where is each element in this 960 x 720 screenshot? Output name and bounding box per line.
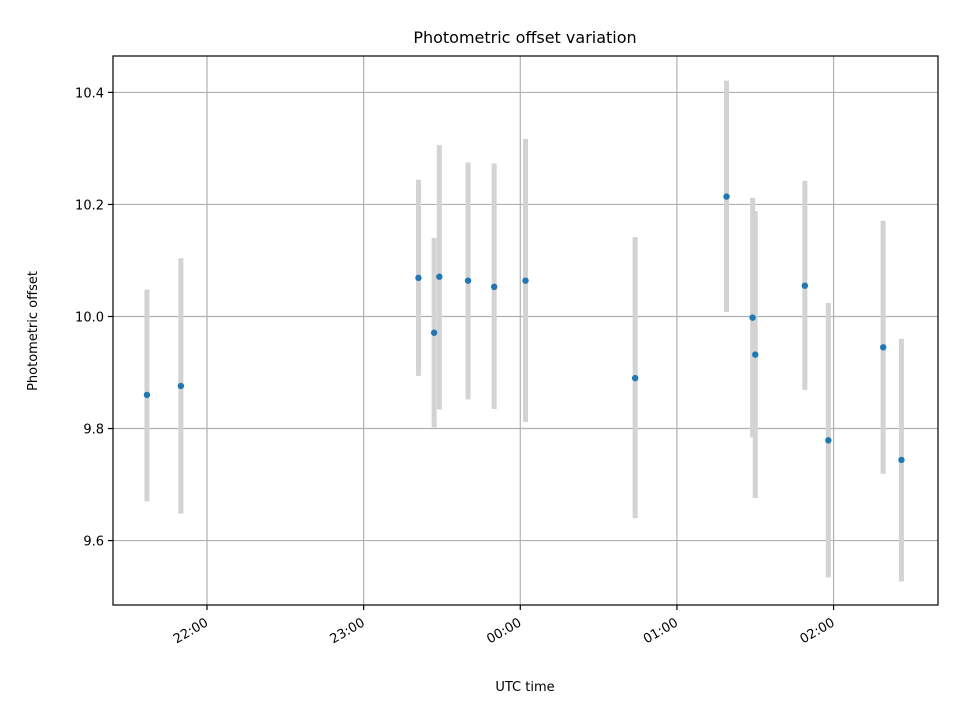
y-tick-label: 9.8	[83, 423, 104, 438]
y-tick-label: 9.6	[83, 535, 104, 550]
data-points	[143, 193, 905, 464]
data-point	[177, 382, 185, 390]
y-tick-label: 10.0	[75, 310, 104, 325]
data-point	[898, 456, 905, 464]
x-axis-label: UTC time	[495, 680, 554, 695]
x-tick-label: 01:00	[641, 615, 681, 647]
y-axis-label: Photometric offset	[26, 271, 41, 391]
x-tick-label: 22:00	[171, 615, 211, 647]
data-point	[143, 391, 151, 399]
x-tick-label: 23:00	[328, 615, 368, 647]
y-tick-label: 10.4	[75, 86, 104, 101]
data-point	[522, 277, 529, 284]
data-point	[752, 351, 759, 358]
data-point	[430, 329, 438, 336]
y-tick-label: 10.2	[75, 198, 104, 213]
data-point	[436, 273, 443, 280]
chart-title: Photometric offset variation	[413, 28, 636, 47]
data-point	[825, 437, 832, 444]
data-point	[464, 277, 472, 284]
data-point	[415, 274, 422, 282]
error-bars	[144, 80, 904, 582]
data-point	[801, 282, 809, 289]
plot-frame	[112, 55, 939, 606]
data-point	[879, 344, 887, 351]
ticks: 22:00 23:00 00:00 01:00 02:00 9.6 9.8 10.0 10.2 1…	[75, 86, 838, 647]
x-tick-label: 00:00	[484, 615, 524, 647]
data-point	[490, 283, 498, 291]
data-point	[749, 314, 756, 321]
data-point	[631, 374, 639, 382]
data-point	[723, 193, 730, 200]
x-tick-label: 02:00	[798, 615, 838, 647]
